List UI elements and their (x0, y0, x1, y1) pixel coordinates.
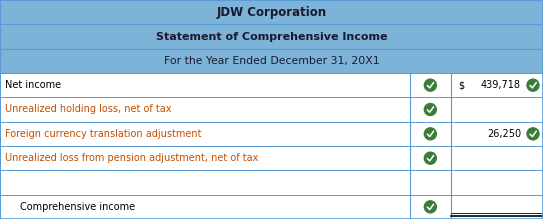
Bar (0, 195, 543, 219)
Text: Foreign currency translation adjustment: Foreign currency translation adjustment (5, 129, 201, 139)
Bar (0, 49, 543, 73)
Bar (0, 0, 543, 24)
Text: $: $ (459, 80, 465, 90)
Bar (0, 24, 543, 49)
Bar (0, 97, 543, 122)
Bar (0, 73, 543, 97)
Circle shape (424, 104, 437, 115)
Circle shape (424, 201, 437, 213)
Text: Unrealized loss from pension adjustment, net of tax: Unrealized loss from pension adjustment,… (5, 153, 258, 163)
Text: JDW Corporation: JDW Corporation (217, 6, 326, 19)
Text: 26,250: 26,250 (487, 129, 521, 139)
Text: For the Year Ended December 31, 20X1: For the Year Ended December 31, 20X1 (163, 56, 380, 66)
Bar (0, 122, 543, 146)
Circle shape (424, 128, 437, 140)
Text: Statement of Comprehensive Income: Statement of Comprehensive Income (156, 32, 387, 41)
Bar (0, 146, 543, 170)
Text: 439,718: 439,718 (481, 80, 521, 90)
Circle shape (424, 152, 437, 164)
Circle shape (424, 79, 437, 91)
Text: Comprehensive income: Comprehensive income (20, 202, 135, 212)
Bar (0, 170, 543, 195)
Text: Unrealized holding loss, net of tax: Unrealized holding loss, net of tax (5, 104, 172, 115)
Text: Net income: Net income (5, 80, 61, 90)
Circle shape (527, 128, 539, 140)
Circle shape (527, 79, 539, 91)
